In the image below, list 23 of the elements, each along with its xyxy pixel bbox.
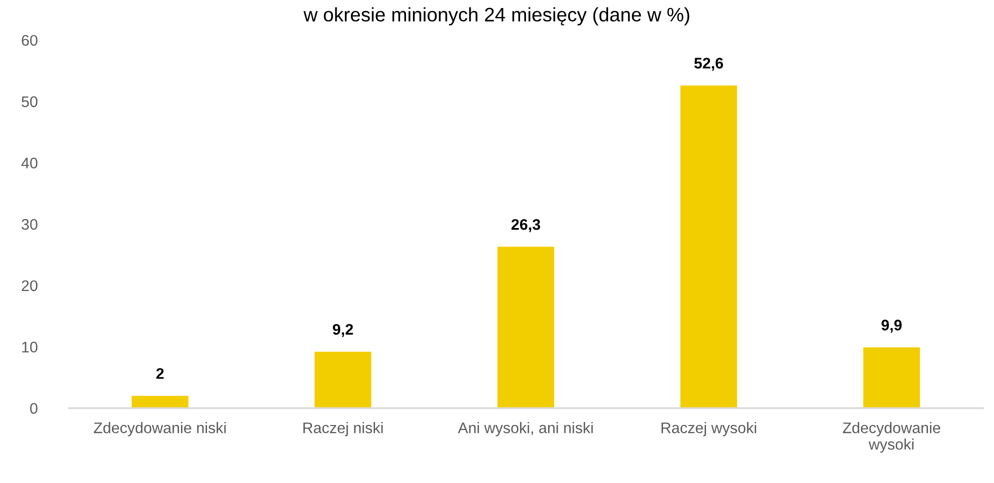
x-tick-label: Zdecydowanie niski	[94, 422, 226, 436]
data-label: 2	[156, 368, 164, 379]
y-tick-label: 20	[22, 280, 38, 292]
y-tick-label: 30	[22, 218, 38, 230]
y-tick-label: 50	[22, 96, 38, 108]
data-label: 26,3	[511, 219, 540, 232]
bar	[680, 85, 738, 408]
bar	[314, 352, 372, 408]
bar	[863, 347, 920, 408]
x-tick-label: Ani wysoki, ani niski	[458, 422, 593, 436]
bar	[497, 246, 554, 408]
data-label: 52,6	[694, 58, 724, 71]
bar	[132, 396, 188, 408]
data-label: 9,9	[882, 320, 902, 333]
y-tick-label: 10	[22, 342, 38, 352]
chart-title: w okresie minionych 24 miesięcy (dane w %)	[304, 7, 690, 26]
y-tick-label: 60	[22, 34, 38, 46]
y-tick-label: 0	[30, 403, 38, 414]
x-tick-label: Raczej niski	[303, 422, 383, 436]
y-tick-label: 40	[21, 158, 38, 168]
x-tick-label: Zdecydowanie wysoki	[842, 422, 940, 453]
x-tick-label: Raczej wysoki	[662, 422, 756, 436]
data-label: 9,2	[332, 324, 353, 338]
